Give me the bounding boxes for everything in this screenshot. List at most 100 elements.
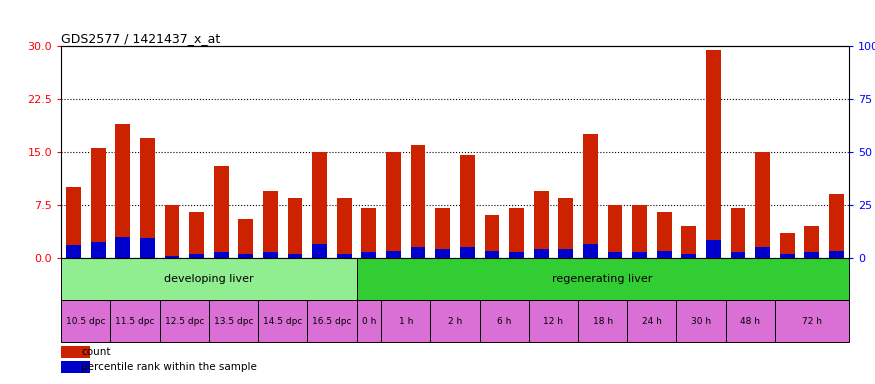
Bar: [258, 300, 307, 343]
Bar: [780, 254, 794, 258]
Bar: [830, 194, 844, 258]
Bar: [583, 134, 598, 258]
Bar: [386, 251, 401, 258]
Bar: [558, 198, 573, 258]
Bar: [731, 209, 746, 258]
Bar: [410, 145, 425, 258]
Bar: [436, 249, 450, 258]
Bar: [430, 300, 480, 343]
Bar: [66, 187, 81, 258]
Text: 12 h: 12 h: [543, 317, 564, 326]
Text: 13.5 dpc: 13.5 dpc: [214, 317, 253, 326]
Text: 1 h: 1 h: [399, 317, 413, 326]
Text: 48 h: 48 h: [740, 317, 760, 326]
Bar: [164, 205, 179, 258]
Bar: [61, 300, 110, 343]
Bar: [706, 240, 721, 258]
Bar: [706, 50, 721, 258]
Bar: [578, 300, 627, 343]
Bar: [830, 251, 844, 258]
Bar: [731, 252, 746, 258]
Bar: [189, 212, 204, 258]
Bar: [312, 152, 327, 258]
Text: regenerating liver: regenerating liver: [552, 274, 653, 284]
Bar: [755, 247, 770, 258]
Bar: [607, 252, 622, 258]
Bar: [337, 254, 352, 258]
Bar: [804, 226, 819, 258]
Bar: [91, 148, 106, 258]
Bar: [140, 138, 155, 258]
Bar: [558, 249, 573, 258]
Text: 2 h: 2 h: [448, 317, 462, 326]
Text: 24 h: 24 h: [642, 317, 662, 326]
Bar: [755, 152, 770, 258]
Bar: [804, 252, 819, 258]
Text: 18 h: 18 h: [592, 317, 612, 326]
Text: 12.5 dpc: 12.5 dpc: [164, 317, 204, 326]
Bar: [627, 300, 676, 343]
Bar: [164, 256, 179, 258]
Text: count: count: [81, 347, 110, 357]
Bar: [238, 254, 253, 258]
Bar: [607, 205, 622, 258]
Bar: [61, 258, 357, 300]
Bar: [214, 166, 228, 258]
Bar: [160, 300, 209, 343]
Text: 30 h: 30 h: [691, 317, 711, 326]
Bar: [61, 361, 89, 373]
Bar: [263, 252, 278, 258]
Bar: [361, 252, 376, 258]
Bar: [263, 191, 278, 258]
Bar: [775, 300, 849, 343]
Text: 0 h: 0 h: [361, 317, 376, 326]
Bar: [110, 300, 160, 343]
Bar: [632, 205, 647, 258]
Bar: [509, 252, 524, 258]
Bar: [382, 300, 430, 343]
Bar: [288, 198, 303, 258]
Bar: [337, 198, 352, 258]
Text: 14.5 dpc: 14.5 dpc: [263, 317, 303, 326]
Bar: [485, 215, 500, 258]
Bar: [209, 300, 258, 343]
Text: percentile rank within the sample: percentile rank within the sample: [81, 362, 257, 372]
Bar: [436, 209, 450, 258]
Bar: [480, 300, 528, 343]
Bar: [534, 191, 549, 258]
Text: 6 h: 6 h: [497, 317, 511, 326]
Bar: [657, 251, 672, 258]
Bar: [116, 124, 130, 258]
Bar: [410, 247, 425, 258]
Bar: [238, 219, 253, 258]
Text: 72 h: 72 h: [802, 317, 822, 326]
Bar: [307, 300, 357, 343]
Bar: [780, 233, 794, 258]
Bar: [682, 254, 696, 258]
Bar: [725, 300, 775, 343]
Bar: [116, 237, 130, 258]
Bar: [140, 238, 155, 258]
Text: GDS2577 / 1421437_x_at: GDS2577 / 1421437_x_at: [61, 32, 220, 45]
Bar: [61, 346, 89, 358]
Bar: [288, 254, 303, 258]
Bar: [485, 251, 500, 258]
Text: 10.5 dpc: 10.5 dpc: [66, 317, 106, 326]
Bar: [312, 244, 327, 258]
Bar: [657, 212, 672, 258]
Bar: [66, 245, 81, 258]
Bar: [214, 252, 228, 258]
Text: 16.5 dpc: 16.5 dpc: [312, 317, 352, 326]
Bar: [189, 254, 204, 258]
Bar: [509, 209, 524, 258]
Bar: [534, 249, 549, 258]
Bar: [357, 300, 382, 343]
Bar: [676, 300, 725, 343]
Text: developing liver: developing liver: [164, 274, 254, 284]
Bar: [357, 258, 849, 300]
Bar: [632, 252, 647, 258]
Bar: [91, 242, 106, 258]
Bar: [361, 209, 376, 258]
Bar: [460, 156, 475, 258]
Bar: [682, 226, 696, 258]
